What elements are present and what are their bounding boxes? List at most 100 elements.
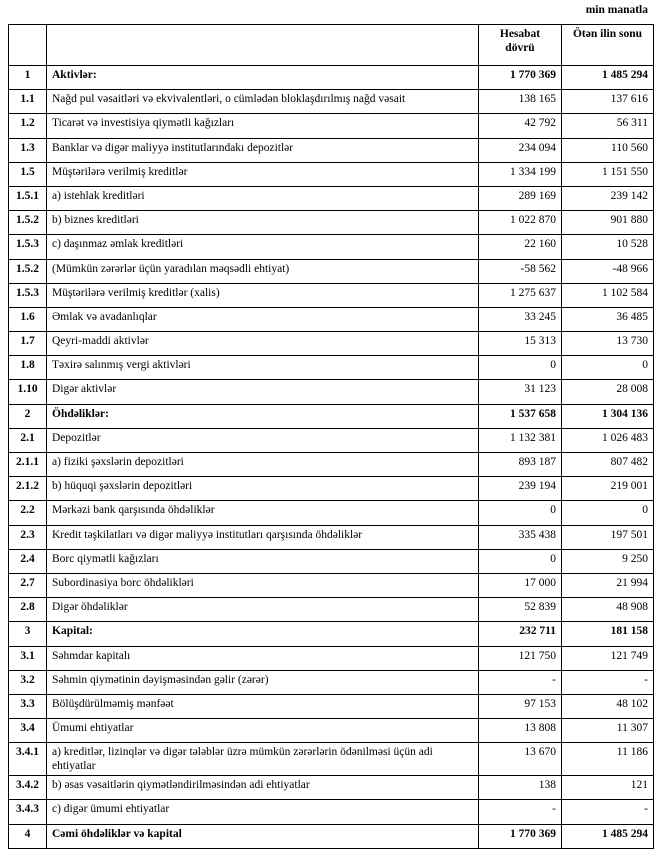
row-label: b) hüquqi şəxslərin depozitləri xyxy=(46,476,479,502)
row-number: 2.1.2 xyxy=(8,476,47,502)
row-label: (Mümkün zərərlər üçün yaradılan məqsədli… xyxy=(46,258,479,284)
row-number: 3.4.1 xyxy=(8,742,47,777)
table-row: 2.1.1 a) fiziki şəxslərin depozitləri 893 … xyxy=(8,451,654,478)
current-value: 335 438 xyxy=(478,524,562,550)
previous-value: 28 008 xyxy=(561,379,654,405)
header-cell: Ötən ilin sonu xyxy=(561,24,654,66)
table-row: 2 Öhdəliklər: 1 537 658 1 304 136 xyxy=(8,403,654,429)
previous-value: 239 142 xyxy=(561,185,654,212)
row-number: 3.2 xyxy=(8,669,47,695)
table-row: 3.4.3 c) digər ümumi ehtiyatlar - - xyxy=(8,799,654,825)
row-number: 1.10 xyxy=(8,379,47,405)
row-label: a) fiziki şəxslərin depozitləri xyxy=(46,451,479,478)
row-number: 3.4.2 xyxy=(8,775,47,801)
row-label: Aktivlər: xyxy=(46,64,479,91)
previous-value: 1 485 294 xyxy=(561,64,654,91)
row-label: Digər aktivlər xyxy=(46,379,479,405)
current-value: 893 187 xyxy=(478,451,562,478)
table-row: 1.5.3 Müştərilərə verilmiş kreditlər (xal… xyxy=(8,282,654,308)
previous-value: 10 528 xyxy=(561,234,654,260)
row-number: 2.1 xyxy=(8,427,47,454)
row-number: 2.2 xyxy=(8,500,47,526)
current-value: 138 xyxy=(478,775,562,801)
table-row: 4 Cəmi öhdəliklər və kapital 1 770 369 1 48… xyxy=(8,823,654,849)
table-row: 1.5.2 (Mümkün zərərlər üçün yaradılan məq… xyxy=(8,258,654,284)
row-label: Subordinasiya borc öhdəlikləri xyxy=(46,572,479,599)
current-value: 289 169 xyxy=(478,185,562,212)
header-cell: Hesabat dövrü xyxy=(478,24,562,66)
current-value: 13 670 xyxy=(478,742,562,777)
row-number: 2.8 xyxy=(8,597,47,623)
previous-value: 1 485 294 xyxy=(561,823,654,849)
previous-value: 137 616 xyxy=(561,89,654,115)
row-label: Müştərilərə verilmiş kreditlər (xalis) xyxy=(46,282,479,308)
previous-value: 181 158 xyxy=(561,621,654,647)
previous-value: 1 026 483 xyxy=(561,427,654,454)
previous-value: - xyxy=(561,669,654,695)
previous-value: 48 102 xyxy=(561,693,654,720)
table-row: 3.2 Səhmin qiymətinin dəyişməsindən gəlir… xyxy=(8,669,654,695)
current-value: - xyxy=(478,799,562,825)
table-row: 1.5.2 b) biznes kreditləri 1 022 870 901 88… xyxy=(8,210,654,236)
row-number: 1.5.3 xyxy=(8,282,47,308)
row-label: Cəmi öhdəliklər və kapital xyxy=(46,823,479,849)
row-label: Nağd pul vəsaitləri və ekvivalentləri, o… xyxy=(46,89,479,115)
current-value: 31 123 xyxy=(478,379,562,405)
row-number: 2.4 xyxy=(8,548,47,574)
row-number: 1.5.3 xyxy=(8,234,47,260)
previous-value: 121 xyxy=(561,775,654,801)
table-row: 2.3 Kredit təşkilatları və digər maliyyə … xyxy=(8,524,654,550)
current-value: -58 562 xyxy=(478,258,562,284)
current-value: 234 094 xyxy=(478,137,562,163)
row-label: Kredit təşkilatları və digər maliyyə ins… xyxy=(46,524,479,550)
unit-label: min manatla xyxy=(585,4,648,16)
previous-value: 21 994 xyxy=(561,572,654,599)
current-value: 1 537 658 xyxy=(478,403,562,429)
current-value: 0 xyxy=(478,500,562,526)
previous-value: 11 307 xyxy=(561,718,654,744)
table-row: 2.1.2 b) hüquqi şəxslərin depozitləri 239 … xyxy=(8,476,654,502)
table-row: 1 Aktivlər: 1 770 369 1 485 294 xyxy=(8,64,654,91)
table-row: 1.5.3 c) daşınmaz əmlak kreditləri 22 160 1… xyxy=(8,234,654,260)
row-number: 2 xyxy=(8,403,47,429)
table-row: 1.6 Əmlak və avadanlıqlar 33 245 36 485 xyxy=(8,306,654,333)
current-value: 239 194 xyxy=(478,476,562,502)
table-row: 1.8 Təxirə salınmış vergi aktivləri 0 0 xyxy=(8,355,654,381)
row-label: Öhdəliklər: xyxy=(46,403,479,429)
row-number: 1.5 xyxy=(8,161,47,187)
current-value: 15 313 xyxy=(478,331,562,357)
row-label: Bölüşdürülməmiş mənfəət xyxy=(46,693,479,720)
row-number: 1.1 xyxy=(8,89,47,115)
row-number: 1.8 xyxy=(8,355,47,381)
previous-value: 36 485 xyxy=(561,306,654,333)
current-value: 1 275 637 xyxy=(478,282,562,308)
previous-value: 0 xyxy=(561,355,654,381)
row-number: 1 xyxy=(8,64,47,91)
current-value: 0 xyxy=(478,355,562,381)
row-label: Banklar və digər maliyyə institutlarında… xyxy=(46,137,479,163)
row-label: Borc qiymətli kağızları xyxy=(46,548,479,574)
row-number: 1.2 xyxy=(8,113,47,139)
current-value: 1 770 369 xyxy=(478,823,562,849)
previous-value: 56 311 xyxy=(561,113,654,139)
previous-value: 197 501 xyxy=(561,524,654,550)
current-value: 0 xyxy=(478,548,562,574)
current-value: 1 334 199 xyxy=(478,161,562,187)
row-number: 1.3 xyxy=(8,137,47,163)
row-label: Səhmdar kapitalı xyxy=(46,645,479,671)
table-row: 1.2 Ticarət və investisiya qiymətli kağız… xyxy=(8,113,654,139)
row-number: 1.5.2 xyxy=(8,258,47,284)
row-number: 4 xyxy=(8,823,47,849)
row-label: b) biznes kreditləri xyxy=(46,210,479,236)
row-label: b) əsas vəsaitlərin qiymətləndirilməsind… xyxy=(46,775,479,801)
previous-value: 1 151 550 xyxy=(561,161,654,187)
row-label: a) istehlak kreditləri xyxy=(46,185,479,212)
current-value: 97 153 xyxy=(478,693,562,720)
table-row: 1.5 Müştərilərə verilmiş kreditlər 1 334 1… xyxy=(8,161,654,187)
row-number: 3.4 xyxy=(8,718,47,744)
row-number: 2.3 xyxy=(8,524,47,550)
previous-value: 110 560 xyxy=(561,137,654,163)
table-row: 2.1 Depozitlər 1 132 381 1 026 483 xyxy=(8,427,654,454)
header-cell xyxy=(46,24,479,66)
